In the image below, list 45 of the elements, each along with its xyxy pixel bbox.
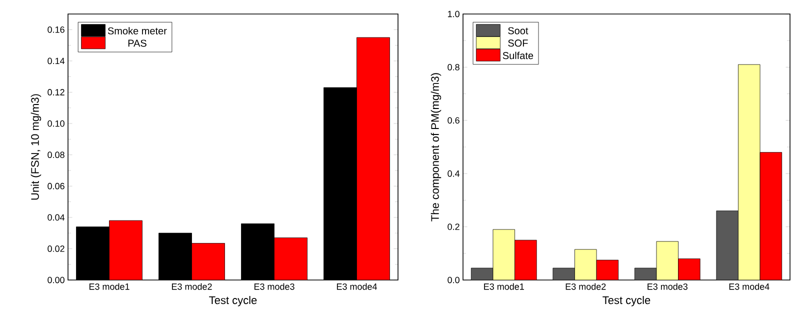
legend-label: Smoke meter [108,27,167,34]
bar [574,249,597,280]
y-axis-title: The component of PM(mg/m3) [430,73,442,222]
bar [596,260,618,280]
legend-label: Sulfate [502,52,534,60]
y-tick-label: 0.06 [48,182,64,190]
bar [738,64,760,280]
y-tick-label: 0.14 [48,58,65,64]
y-axis-title: Unit (FSN, 10 mg/m3) [30,94,42,200]
y-tick-label: 0.8 [448,64,460,70]
x-axis-title: Test cycle [602,296,650,306]
y-tick-label: 0.2 [448,224,460,230]
y-tick-label: 0.12 [48,89,64,96]
bar [192,243,225,280]
x-tick-label: E3 mode1 [484,283,524,290]
y-tick-label: 0.00 [48,276,64,284]
x-axis-title: Test cycle [209,296,257,306]
x-tick-label: E3 mode4 [729,283,770,290]
bar [109,220,142,280]
bar [514,240,537,280]
bar [492,229,515,280]
legend-label: SOF [508,40,528,47]
y-tick-label: 0.0 [448,276,460,284]
bar [678,258,700,280]
x-tick-label: E3 mode3 [648,283,688,290]
y-tick-label: 1.0 [448,10,460,18]
x-tick-label: E3 mode2 [566,283,606,290]
bar [274,238,308,280]
bar [716,210,738,280]
bar [760,152,782,280]
y-tick-label: 0.02 [48,246,64,252]
bar [356,37,390,280]
y-tick-label: 0.04 [48,214,65,221]
x-tick-label: E3 mode3 [254,283,294,290]
x-tick-label: E3 mode2 [172,283,212,290]
bar [656,241,678,280]
legend-label: Soot [508,27,528,34]
x-tick-label: E3 mode1 [89,283,130,290]
y-tick-label: 0.4 [448,170,460,177]
y-tick-label: 0.6 [448,117,460,124]
legend-label: PAS [128,40,146,47]
x-tick-label: E3 mode4 [336,283,377,290]
y-tick-label: 0.16 [48,26,64,33]
y-tick-label: 0.10 [48,120,64,127]
y-tick-label: 0.08 [48,152,64,158]
